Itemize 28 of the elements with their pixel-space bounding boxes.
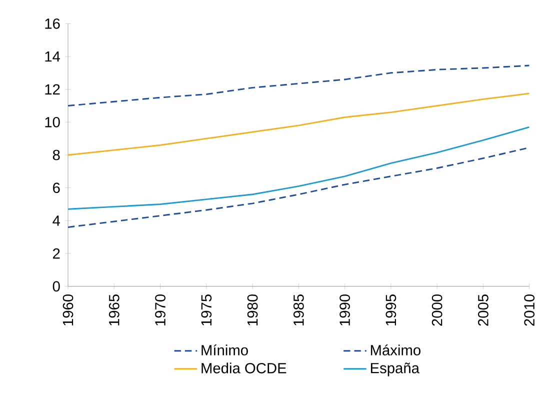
y-tick-label: 14: [45, 51, 60, 62]
legend-label: Media OCDE: [202, 362, 286, 374]
line-series: [68, 64, 530, 106]
x-tick-label: 2000: [432, 294, 442, 326]
y-tick-label: 0: [52, 281, 60, 292]
line-series: [68, 146, 530, 228]
y-tick-label: 2: [53, 248, 60, 259]
x-tick-label: 2005: [478, 294, 488, 326]
line-series: [68, 126, 530, 210]
y-tick-label: 8: [52, 150, 60, 160]
x-tick-label: 1995: [386, 294, 396, 326]
y-tick-label: 12: [45, 84, 60, 94]
y-tick-label: 4: [52, 216, 60, 226]
x-tick-label: 1970: [155, 294, 166, 326]
legend-label: España: [370, 362, 420, 376]
x-tick-label: 1990: [340, 294, 350, 326]
x-tick-label: 1965: [108, 294, 120, 326]
y-tick-label: 16: [45, 18, 60, 29]
x-tick-label: 2010: [524, 294, 535, 326]
legend-label: Máximo: [370, 344, 420, 356]
x-tick-label: 1960: [62, 294, 74, 326]
x-tick-label: 1985: [293, 294, 304, 326]
x-tick-label: 1980: [247, 294, 258, 326]
legend-label: Mínimo: [202, 344, 248, 356]
y-tick-label: 10: [45, 116, 60, 128]
y-tick-label: 6: [53, 182, 60, 194]
line-series: [68, 92, 530, 156]
x-tick-label: 1975: [201, 294, 212, 326]
